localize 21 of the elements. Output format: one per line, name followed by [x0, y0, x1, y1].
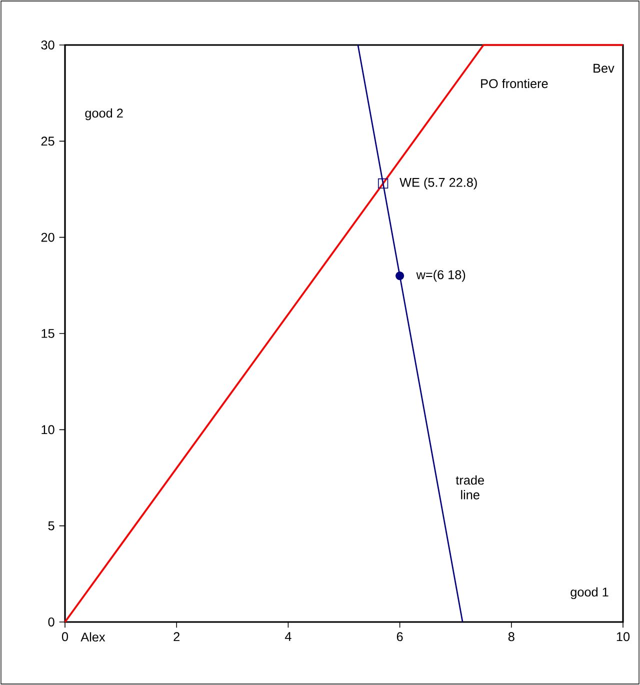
y-tick-label: 20 [41, 232, 54, 242]
x-tick-label: 10 [616, 632, 630, 642]
x-tick-label: 8 [508, 632, 514, 642]
y-tick-label: 15 [42, 329, 54, 338]
x-tick-label: 0 [62, 632, 68, 642]
x-axis-title: good 1 [570, 587, 608, 600]
y-tick-label: 30 [41, 40, 54, 50]
annotation: Bev [594, 64, 614, 73]
series-label: PO frontiere [481, 78, 548, 88]
text: Alex [80, 632, 106, 642]
annotation: w=(6 18) [416, 270, 466, 282]
y-axis-title: good 2 [85, 108, 123, 120]
annotation: WE (5.7 22.8) [400, 178, 477, 190]
y-tick-label: 5 [48, 521, 54, 530]
y-tick-label: 10 [42, 425, 54, 434]
x-tick-label: 6 [396, 632, 403, 642]
series-label: trade line [456, 475, 484, 500]
x-tick-label: 2 [174, 632, 180, 642]
y-tick-label: 25 [41, 136, 54, 146]
x-tick-label: 4 [284, 632, 292, 641]
y-tick-label: 0 [48, 618, 54, 626]
